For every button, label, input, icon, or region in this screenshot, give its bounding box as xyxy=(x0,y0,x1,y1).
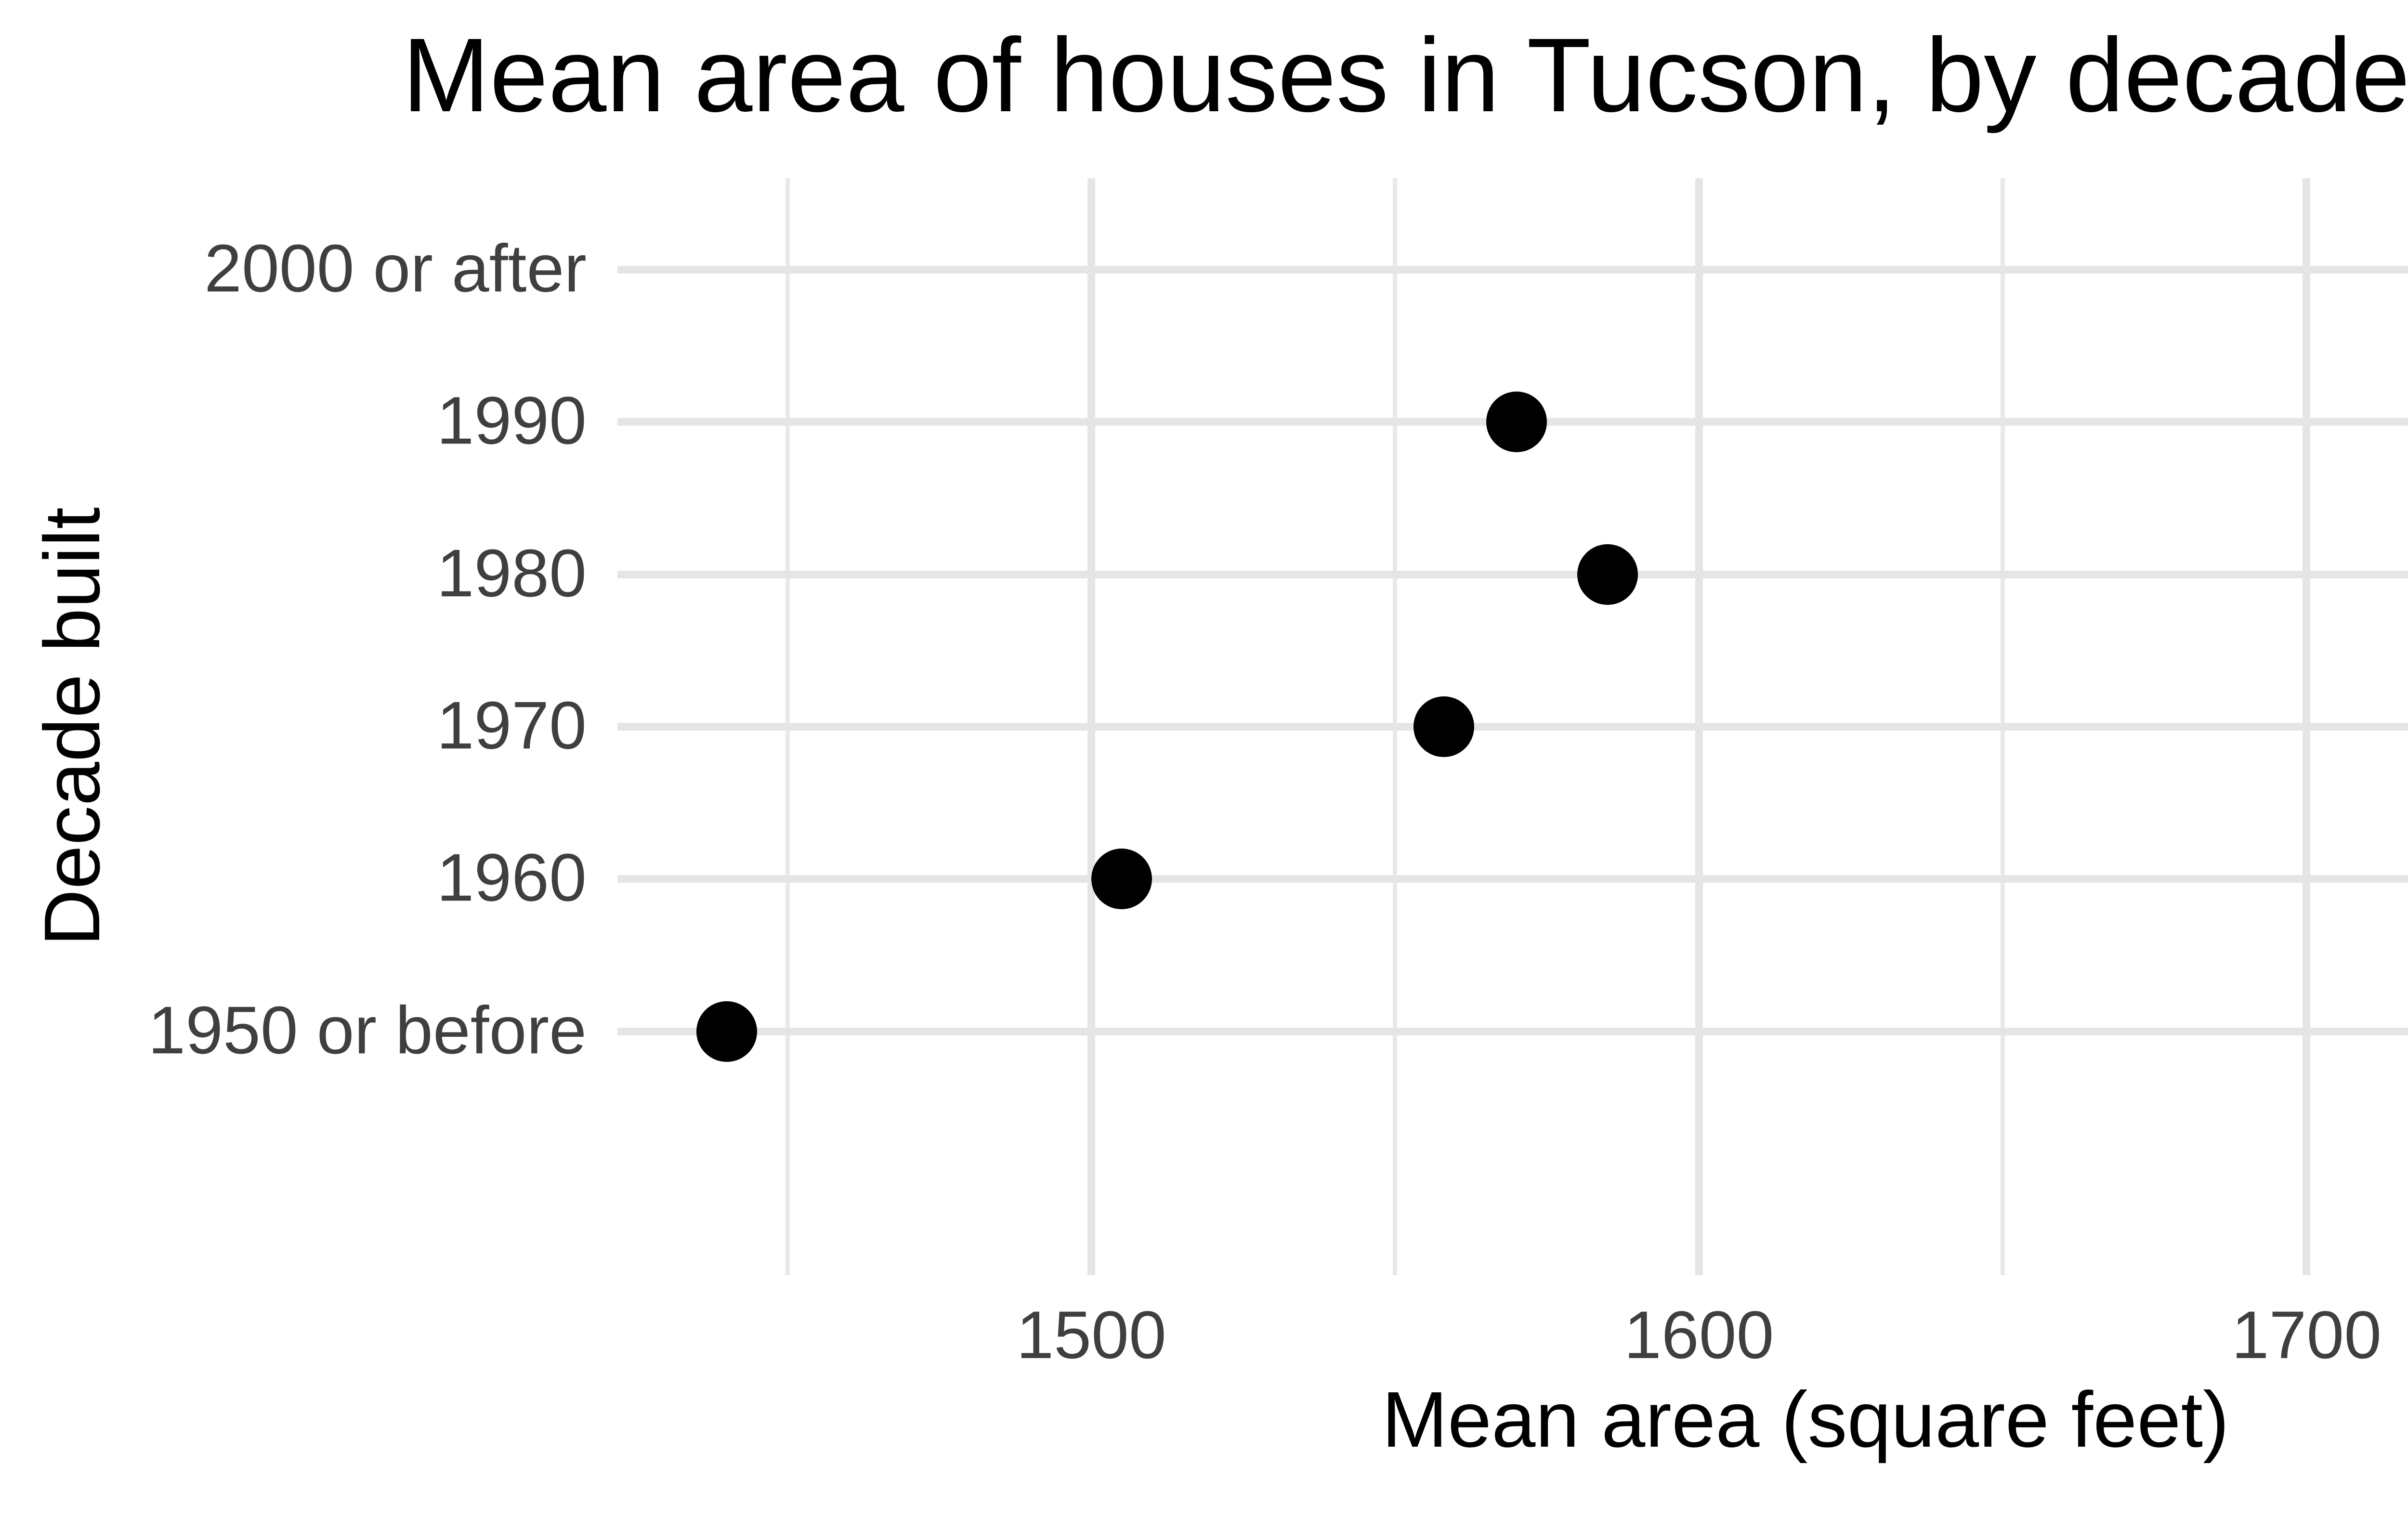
y-axis-title: Decade built xyxy=(28,507,116,946)
x-tick-label: 1600 xyxy=(1623,1297,1774,1373)
y-tick-label: 1980 xyxy=(436,535,587,611)
y-major-gridline xyxy=(617,875,2408,883)
y-tick-label: 2000 or after xyxy=(204,230,587,306)
y-tick-label: 1960 xyxy=(436,839,587,915)
y-tick-label: 1950 or before xyxy=(148,992,587,1068)
data-point xyxy=(696,1001,758,1062)
y-tick-label: 1990 xyxy=(436,382,587,458)
data-point xyxy=(1413,696,1474,757)
data-point xyxy=(1091,849,1152,910)
chart-title: Mean area of houses in Tucson, by decade… xyxy=(402,17,2408,134)
y-tick-label: 1970 xyxy=(436,687,587,763)
y-major-gridline xyxy=(617,723,2408,731)
data-point xyxy=(1577,544,1638,605)
data-point xyxy=(1486,392,1547,453)
x-tick-label: 1700 xyxy=(2231,1297,2382,1373)
plot-area xyxy=(617,178,2408,1275)
y-major-gridline xyxy=(617,265,2408,274)
y-major-gridline xyxy=(617,570,2408,578)
x-axis-title: Mean area (square feet) xyxy=(1382,1375,2229,1464)
x-tick-label: 1500 xyxy=(1016,1297,1166,1373)
y-major-gridline xyxy=(617,1027,2408,1035)
